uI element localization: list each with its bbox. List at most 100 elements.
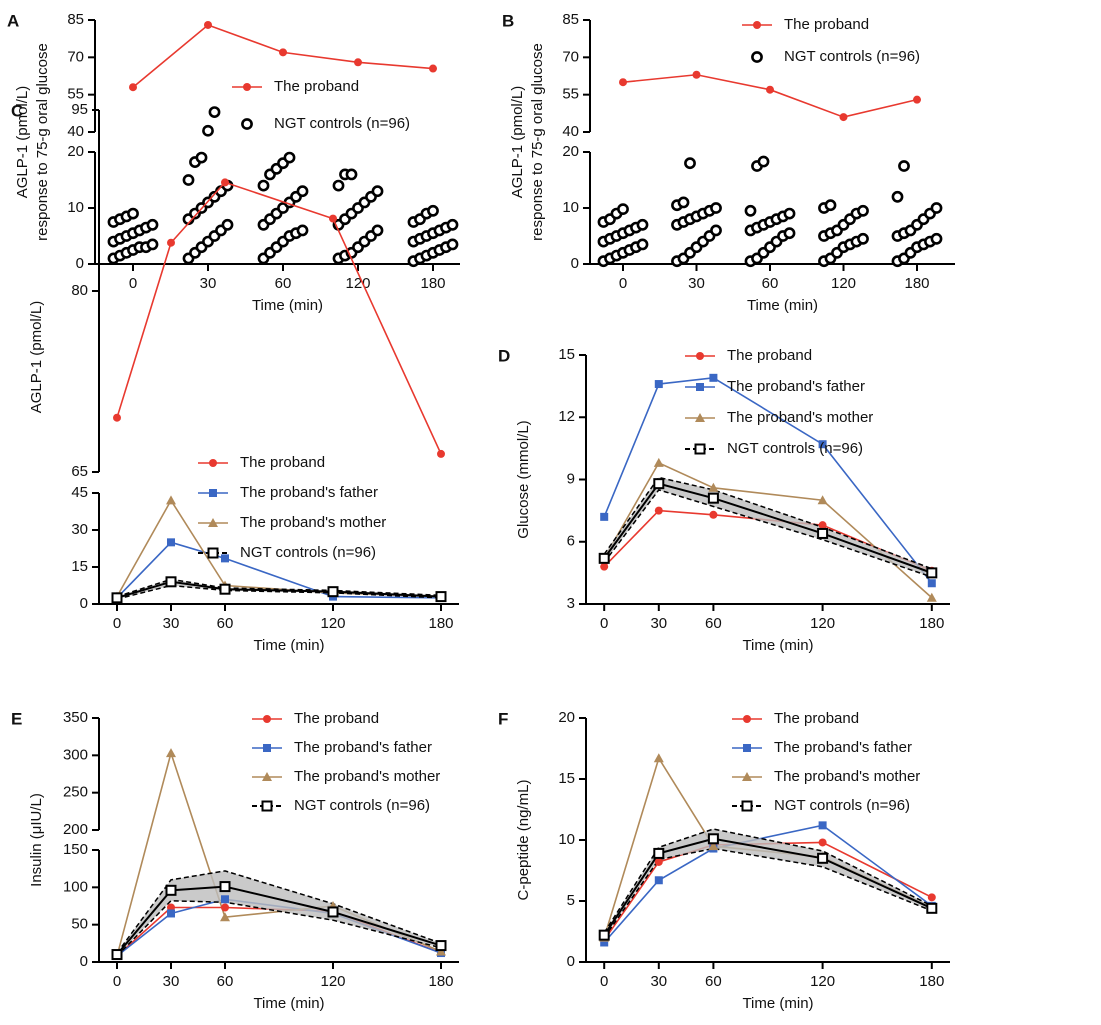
y-tick-label: 350: [63, 709, 88, 726]
legend-marker: [741, 800, 753, 812]
legend-marker: [208, 518, 218, 527]
y-axis-label: response to 75-g oral glucose: [529, 43, 546, 241]
data-point: [427, 204, 439, 217]
data-point: [817, 527, 829, 539]
y-tick-label: 200: [63, 821, 88, 838]
x-tick-label: 180: [428, 615, 453, 632]
y-tick-label: 10: [67, 199, 84, 216]
data-point: [113, 413, 121, 422]
legend-marker: [753, 21, 761, 29]
data-point: [707, 833, 719, 845]
data-point: [221, 895, 229, 904]
data-point: [600, 562, 609, 571]
data-point: [636, 218, 649, 231]
data-point: [221, 218, 234, 231]
data-point: [926, 902, 938, 914]
panel-label: B: [502, 11, 514, 30]
data-point: [221, 903, 229, 912]
data-point: [818, 440, 827, 449]
x-axis-label: Time (min): [742, 995, 813, 1012]
y-tick-label: 150: [63, 841, 88, 858]
y-tick-label: 250: [63, 784, 88, 801]
y-tick-label: 70: [67, 48, 84, 65]
x-tick-label: 0: [600, 973, 608, 990]
legend-marker: [243, 83, 251, 91]
data-point: [818, 821, 827, 830]
legend-label: The proband: [240, 454, 325, 471]
legend-label: NGT controls (n=96): [240, 544, 376, 561]
x-tick-label: 30: [200, 275, 217, 292]
data-point: [220, 912, 230, 922]
x-tick-label: 60: [217, 615, 234, 632]
data-point: [817, 852, 829, 864]
data-point: [327, 586, 339, 598]
panel-label: A: [7, 11, 19, 30]
y-tick-label: 10: [562, 199, 579, 216]
data-point: [195, 151, 208, 164]
data-point: [857, 204, 869, 217]
data-point: [708, 482, 719, 492]
data-point: [166, 748, 176, 758]
error-band-edge: [116, 870, 442, 954]
y-tick-label: 3: [567, 595, 575, 612]
data-point: [435, 940, 447, 952]
legend-marker: [695, 413, 705, 422]
data-point: [653, 847, 665, 859]
data-point: [930, 232, 943, 245]
x-tick-label: 120: [320, 615, 345, 632]
data-point: [167, 909, 175, 918]
y-tick-label: 0: [571, 255, 579, 272]
y-tick-label: 0: [567, 953, 575, 970]
x-axis-label: Time (min): [742, 637, 813, 654]
data-point: [926, 567, 938, 579]
data-point: [708, 841, 719, 851]
data-point: [167, 538, 175, 547]
y-axis-label: AGLP-1 (pmol/L): [28, 301, 45, 414]
legend-marker: [696, 383, 704, 391]
data-point: [619, 78, 627, 87]
data-point: [257, 179, 270, 192]
data-point: [202, 124, 214, 137]
legend-label: The proband's father: [727, 378, 865, 395]
y-axis-label: AGLP-1 (pmol/L): [14, 86, 31, 199]
y-tick-label: 0: [80, 595, 88, 612]
data-point: [129, 83, 137, 92]
y-tick-label: 50: [71, 916, 88, 933]
legend-label: NGT controls (n=96): [294, 797, 430, 814]
legend-marker: [209, 489, 217, 497]
series-line: [622, 73, 918, 118]
x-tick-label: 30: [650, 973, 667, 990]
data-point: [371, 185, 384, 198]
y-tick-label: 95: [71, 101, 88, 118]
data-point: [446, 218, 459, 231]
error-band: [117, 870, 441, 957]
y-tick-label: 12: [558, 408, 575, 425]
x-axis-label: Time (min): [253, 995, 324, 1012]
legend-label: NGT controls (n=96): [774, 797, 910, 814]
data-point: [146, 238, 159, 251]
data-point: [182, 174, 195, 186]
data-point: [208, 106, 221, 118]
data-point: [898, 160, 910, 172]
data-point: [371, 224, 384, 237]
data-point: [653, 457, 664, 467]
x-tick-label: 120: [810, 973, 835, 990]
panel-label: D: [498, 346, 510, 365]
data-point: [709, 510, 718, 519]
y-axis-label: Glucose (mmol/L): [515, 420, 532, 538]
x-tick-label: 0: [619, 275, 627, 292]
data-point: [167, 238, 175, 247]
data-point: [446, 238, 459, 251]
y-tick-label: 0: [80, 953, 88, 970]
y-tick-label: 20: [67, 143, 84, 160]
y-tick-label: 30: [71, 521, 88, 538]
data-point: [204, 20, 212, 29]
panel-label: C: [11, 101, 23, 120]
data-point: [165, 884, 177, 896]
y-tick-label: 100: [63, 878, 88, 895]
legend-marker: [262, 772, 272, 781]
data-point: [857, 232, 869, 245]
y-axis-label: response to 75-g oral glucose: [34, 43, 51, 241]
legend-label: The proband's father: [774, 739, 912, 756]
data-point: [839, 113, 848, 122]
